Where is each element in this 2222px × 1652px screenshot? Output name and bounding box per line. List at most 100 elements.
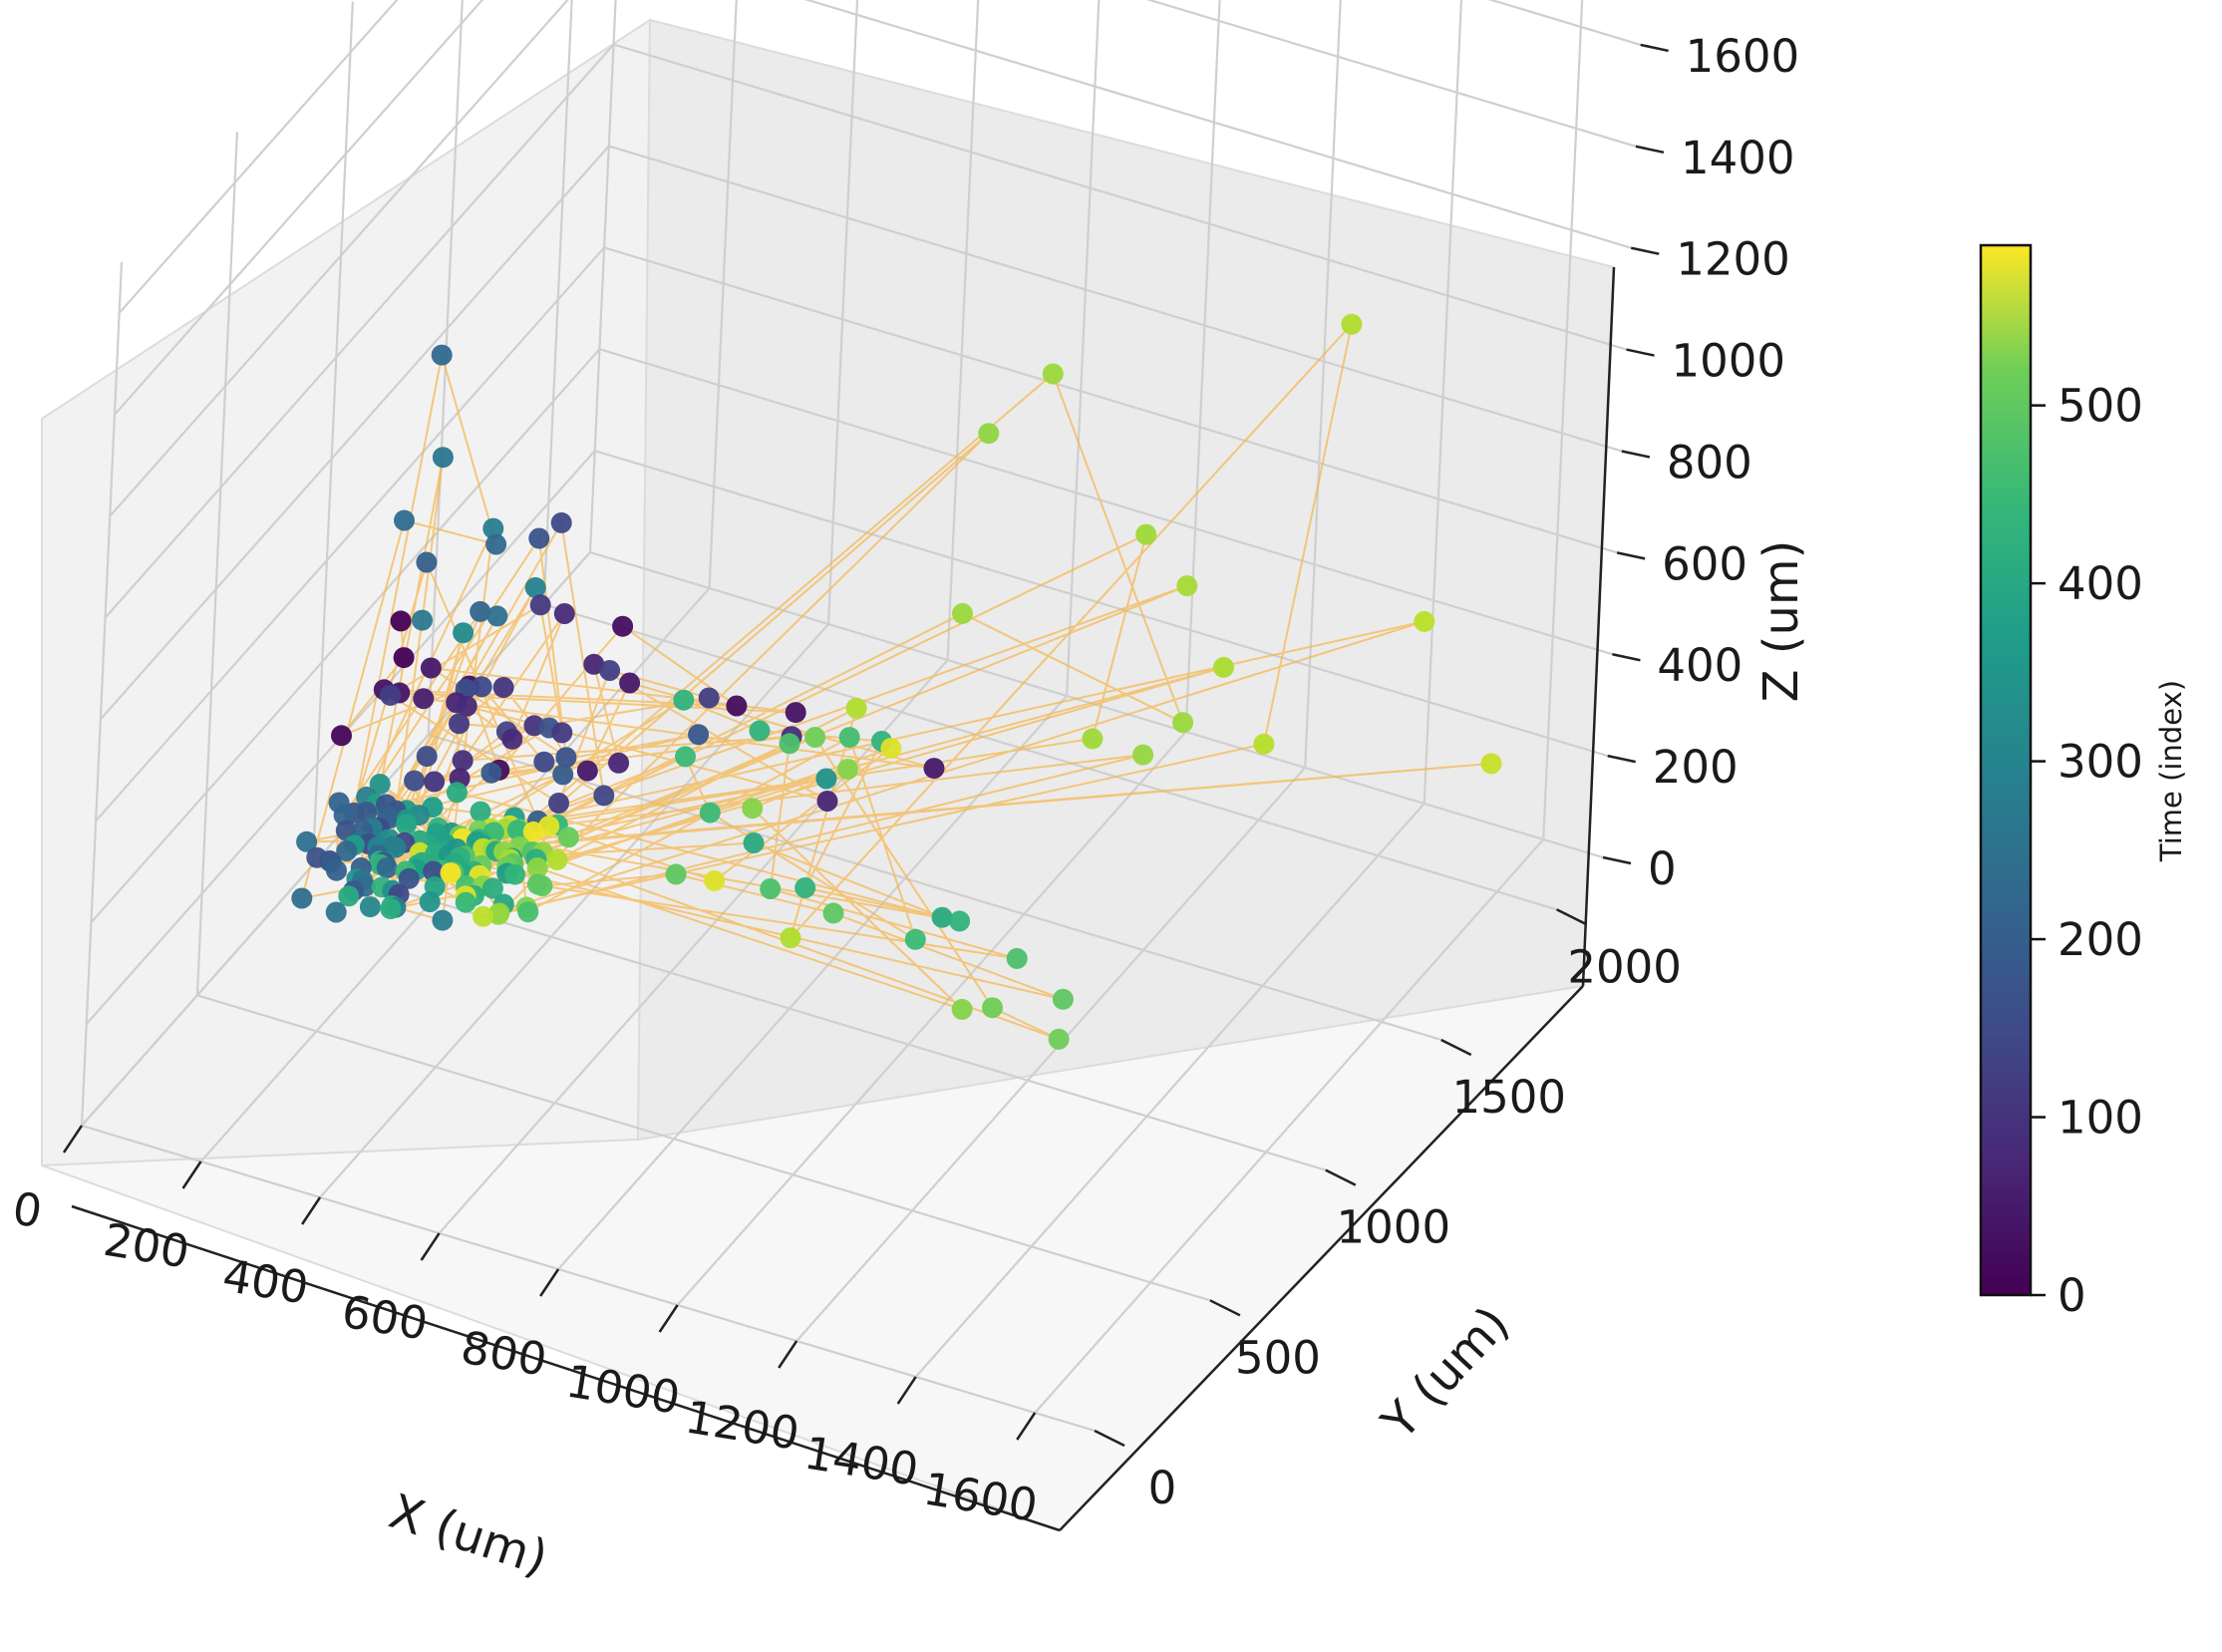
z-tick-label: 800 [1667, 436, 1752, 489]
z-tick-mark [1602, 855, 1632, 865]
grid-side-z [90, 348, 601, 923]
grid-floor-x [676, 731, 1187, 1306]
scatter-point [978, 423, 1000, 445]
scatter-point [1052, 988, 1074, 1010]
y-axis-line [1059, 985, 1584, 1531]
scatter-point [923, 758, 945, 780]
grid-back-z [613, 43, 1627, 351]
grid-back-x [708, 0, 738, 589]
colorbar-tick-label: 200 [2058, 913, 2143, 966]
grid-back-z [608, 145, 1623, 453]
z-tick-label: 200 [1653, 741, 1739, 794]
grid-side-z [81, 551, 591, 1127]
scatter-points [291, 313, 1502, 1050]
scatter-point [471, 676, 492, 698]
scatter-point [704, 869, 726, 891]
scatter-point [338, 885, 360, 907]
scatter-point [419, 891, 441, 913]
scatter-point [325, 901, 347, 923]
scatter-point [845, 697, 867, 719]
y-tick-mark [1325, 1168, 1357, 1186]
scatter-point [949, 910, 971, 932]
z-tick-mark [1640, 43, 1669, 53]
back-right-pane [636, 18, 1616, 1142]
scatter-point [522, 821, 544, 842]
z-axis-label: Z (um) [1753, 540, 1809, 703]
scatter-point [1048, 1028, 1070, 1050]
scatter-point [506, 820, 528, 841]
scatter-point [619, 672, 641, 694]
scatter-point [612, 615, 634, 637]
scatter-point [1253, 733, 1275, 755]
grid-side-z [104, 43, 615, 619]
scatter-point [380, 898, 402, 920]
colorbar-tick-label: 500 [2058, 380, 2143, 433]
scatter-point [326, 859, 347, 881]
scatter-point [1082, 728, 1104, 750]
scatter-point [743, 832, 765, 853]
scatter-point [431, 344, 453, 366]
scatter-point [688, 724, 710, 746]
grid-back-z [1487, 0, 1641, 46]
z-tick-mark [1626, 348, 1655, 357]
scatter-point [548, 793, 569, 814]
scatter-point [412, 609, 433, 631]
grid-back-z [594, 450, 1609, 758]
colorbar-tick-label: 300 [2058, 736, 2143, 789]
z-tick-mark [1630, 246, 1660, 255]
scatter-point [423, 860, 445, 882]
grid-floor-x [319, 623, 829, 1198]
scatter-point [331, 725, 352, 747]
grid-back-z [1145, 0, 1637, 148]
scatter-point [376, 856, 398, 878]
scatter-point [546, 848, 568, 870]
z-tick-mark [1607, 754, 1636, 764]
scatter-point [1172, 712, 1194, 734]
scatter-point [501, 728, 523, 750]
y-axis-label: Y (um) [1371, 1296, 1520, 1451]
scatter-point [550, 511, 572, 533]
x-tick-mark [539, 1268, 560, 1297]
scatter-point [1042, 363, 1064, 385]
scatter-point [504, 863, 525, 885]
scatter-point [449, 713, 470, 735]
scatter-point [446, 782, 468, 804]
scatter-point [742, 798, 764, 820]
scatter-point [1414, 610, 1435, 632]
scatter-point [485, 533, 507, 555]
z-tick-label: 600 [1662, 537, 1747, 590]
scatter-point [390, 610, 412, 632]
z-tick-label: 0 [1648, 842, 1677, 895]
scatter-point [531, 875, 553, 896]
scatter-point [1480, 753, 1502, 775]
colorbar-label: Time (index) [2154, 680, 2188, 862]
scatter-point [470, 600, 491, 622]
scatter-point [453, 622, 475, 644]
y-tick-label: 1500 [1451, 1071, 1566, 1124]
scatter-point [380, 684, 402, 706]
gridlines [80, 0, 1641, 1433]
scatter-point [951, 998, 973, 1020]
z-tick-mark [1612, 653, 1641, 662]
colorbar-tick-label: 400 [2058, 557, 2143, 610]
scatter-point [608, 752, 630, 774]
scatter-point [452, 750, 474, 772]
scatter-point [480, 762, 502, 784]
x-axis-label: X (um) [383, 1484, 554, 1587]
scatter-point [576, 760, 598, 782]
scatter-point [1132, 744, 1154, 766]
z-axis-line [1581, 266, 1616, 987]
scatter-point [593, 785, 615, 807]
scatter-point [456, 695, 477, 717]
y-tick-mark [1556, 908, 1588, 926]
y-tick-label: 0 [1148, 1462, 1177, 1514]
x-tick-label: 200 [100, 1213, 192, 1279]
z-tick-label: 1400 [1681, 132, 1795, 184]
grid-side-y [195, 132, 239, 996]
scatter-point [551, 722, 573, 744]
scatter-point [333, 805, 355, 826]
grid-side-z [118, 0, 399, 314]
grid-back-x [826, 0, 859, 625]
scatter-point [931, 906, 953, 928]
